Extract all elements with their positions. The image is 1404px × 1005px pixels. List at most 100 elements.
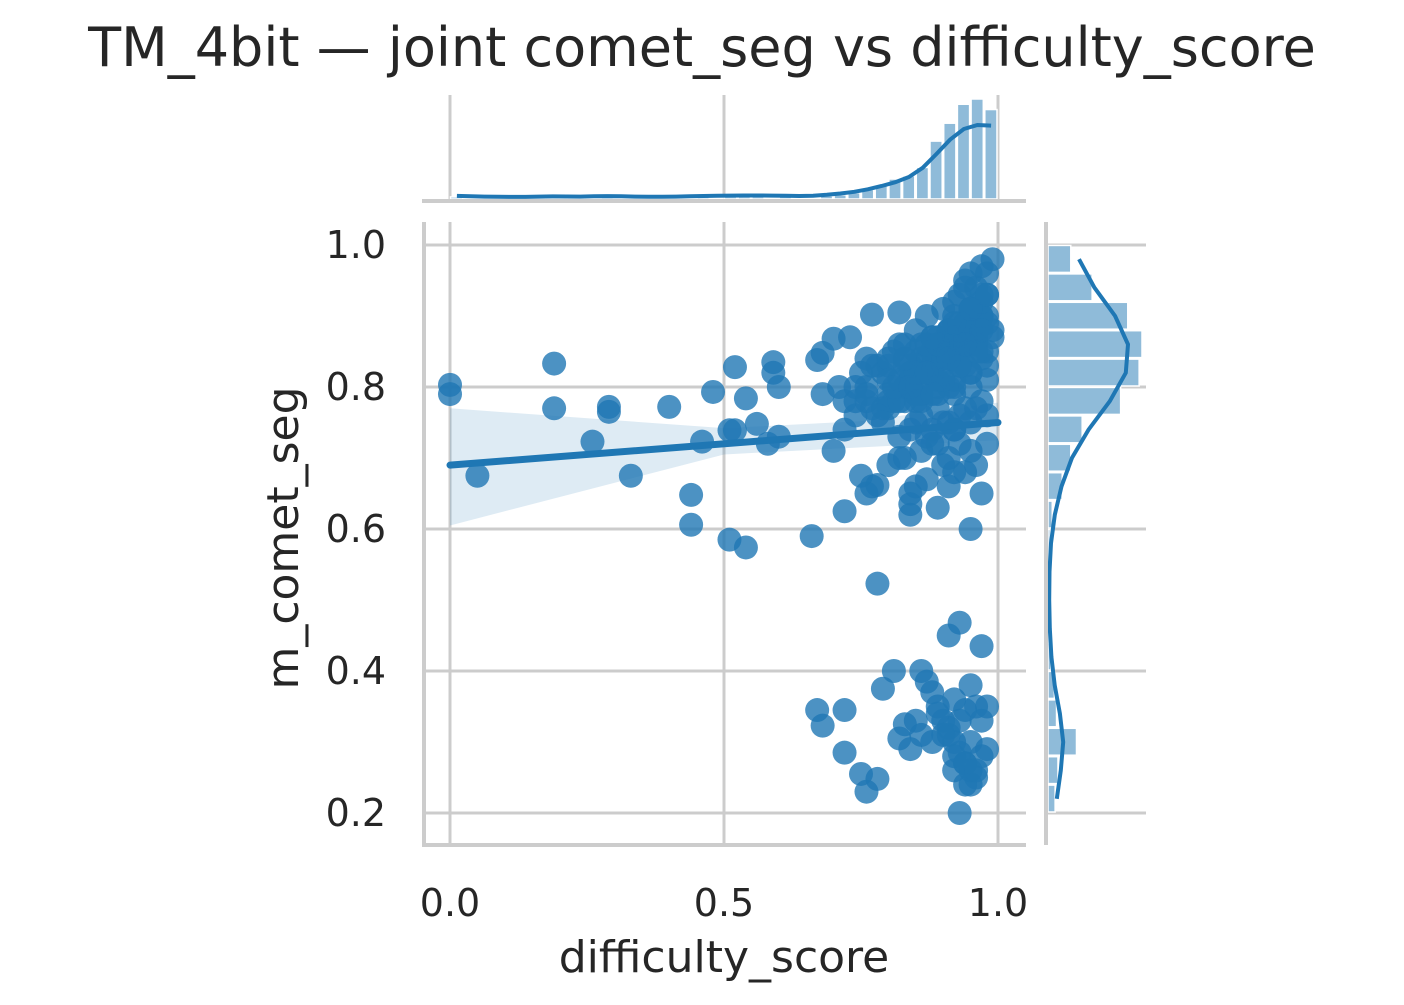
scatter-point [733, 535, 758, 560]
scatter-point [838, 325, 863, 350]
marginal-x-bar [764, 197, 779, 200]
scatter-point [722, 355, 747, 380]
marginal-y-bar [1047, 415, 1083, 444]
scatter-point [733, 386, 758, 411]
scatter-point [931, 722, 956, 747]
scatter-point [958, 517, 983, 541]
scatter-point [832, 698, 857, 723]
marginal-x-kde-line [456, 122, 992, 199]
scatter-point [953, 268, 978, 293]
x-tick-label: 0.5 [694, 881, 754, 925]
y-axis-label: m_comet_seg [258, 386, 309, 689]
scatter-point [925, 495, 950, 520]
scatter-point [854, 382, 879, 407]
scatter-point [766, 375, 791, 399]
scatter-point [947, 708, 972, 733]
scatter-point [679, 482, 704, 507]
x-tick-labels: 0.0 0.5 1.0 [420, 881, 1028, 925]
scatter-point [958, 730, 983, 754]
regression-line [446, 419, 1002, 469]
scatter-point [465, 463, 490, 488]
scatter-point [958, 673, 983, 698]
scatter-point [975, 694, 1000, 719]
marginal-y-bar [1047, 755, 1059, 785]
scatter-point [865, 472, 890, 497]
scatter-point [914, 467, 939, 492]
scatter-points [438, 247, 1005, 825]
scatter-point [936, 346, 961, 371]
y-tick-label: 0.8 [326, 365, 386, 409]
scatter-point [542, 396, 567, 421]
scatter-point [975, 431, 1000, 456]
scatter-point [596, 394, 621, 419]
x-tick-label: 0.0 [420, 881, 480, 925]
marginal-y-kde-line [1047, 258, 1131, 800]
scatter-point [744, 411, 769, 436]
marginal-x-panel [422, 95, 1026, 203]
scatter-point [887, 446, 912, 470]
scatter-point [438, 372, 462, 397]
scatter-point [975, 282, 1000, 307]
marginal-y-bar [1047, 784, 1056, 813]
chart-title: TM_4bit — joint comet_seg vs difficulty_… [87, 16, 1316, 79]
scatter-point [953, 332, 978, 357]
marginal-y-bar [1047, 273, 1093, 302]
y-tick-label: 0.4 [326, 649, 386, 693]
scatter-point [722, 418, 747, 443]
scatter-point [832, 740, 857, 765]
scatter-point [914, 360, 939, 385]
scatter-point [969, 254, 994, 279]
scatter-point [832, 389, 857, 414]
scatter-point [580, 429, 605, 454]
scatter-point [865, 766, 890, 791]
x-tick-label: 1.0 [968, 881, 1028, 925]
scatter-point [942, 311, 967, 336]
scatter-point [920, 325, 945, 350]
marginal-y-bar [1047, 699, 1058, 728]
scatter-point [701, 379, 726, 404]
marginal-x-bar [710, 197, 724, 200]
scatter-point [947, 801, 972, 825]
scatter-point [964, 758, 989, 783]
scatter-point [975, 367, 1000, 392]
marginal-x-bar [956, 103, 971, 200]
scatter-point [618, 463, 643, 488]
scatter-point [542, 351, 567, 376]
scatter-point [870, 676, 895, 701]
scatter-point [881, 659, 906, 683]
y-tick-label: 1.0 [326, 223, 386, 267]
scatter-point [964, 453, 989, 478]
marginal-x-gridlines [448, 95, 1000, 201]
scatter-point [969, 481, 994, 506]
scatter-point [969, 634, 994, 659]
scatter-point [942, 460, 967, 485]
scatter-point [832, 499, 857, 524]
marginal-x-bar [970, 98, 985, 200]
scatter-point [679, 512, 704, 537]
scatter-point [969, 318, 994, 343]
scatter-point [958, 296, 983, 321]
scatter-point [859, 302, 884, 327]
y-tick-label: 0.2 [326, 791, 386, 835]
x-axis-label: difficulty_score [559, 932, 890, 983]
joint-scatter-panel: 0.0 0.5 1.0 0.2 0.4 0.6 0.8 1.0 [326, 222, 1028, 925]
marginal-y-panel [1044, 222, 1146, 845]
scatter-point [865, 571, 890, 596]
scatter-point [657, 394, 682, 419]
scatter-point [925, 431, 950, 456]
scatter-point [898, 502, 923, 527]
marginal-x-bar [805, 197, 820, 200]
marginal-x-bar [984, 108, 998, 200]
scatter-point [947, 610, 972, 635]
scatter-point [881, 375, 906, 399]
marginal-y-bar [1047, 244, 1072, 274]
scatter-point [810, 713, 835, 738]
scatter-point [898, 375, 923, 399]
scatter-point [887, 300, 912, 325]
scatter-point [892, 346, 917, 371]
scatter-point [821, 438, 846, 463]
scatter-point [799, 524, 824, 549]
y-tick-labels: 0.2 0.4 0.6 0.8 1.0 [326, 223, 386, 835]
y-tick-label: 0.6 [326, 507, 386, 551]
